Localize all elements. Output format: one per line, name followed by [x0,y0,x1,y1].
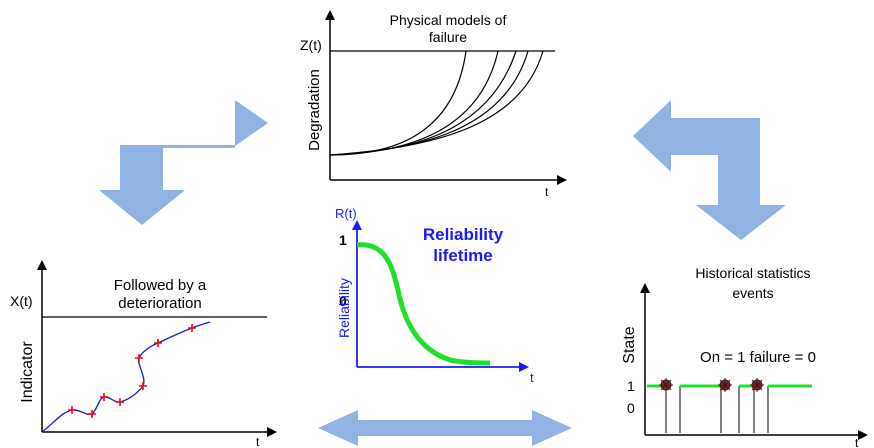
degradation-title-line2: failure [429,29,467,45]
degradation-curve-5 [329,50,544,156]
indicator-marker [135,354,143,362]
indicator-markers [68,324,196,418]
indicator-marker [88,410,96,418]
indicator-x-label: t [256,435,260,448]
failure-marker [718,378,732,392]
indicator-title-line2: deterioration [118,295,201,312]
state-tick-1: 1 [627,378,635,394]
indicator-marker [116,398,124,406]
z-threshold-label: Z(t) [300,37,322,53]
reliability-y-axis-label: R(t) [335,206,357,221]
degradation-curve-1 [329,50,467,156]
reliability-title-line2: lifetime [433,246,493,265]
state-y-label: State [621,326,638,363]
reliability-tick-0: 0 [339,293,347,309]
indicator-panel: Followed by a deterioration X(t) Indicat… [10,260,277,448]
failure-marker [659,378,673,392]
degradation-title-line1: Physical models of [390,12,507,28]
bottom-double-arrow [318,410,572,446]
indicator-marker [188,324,196,332]
degradation-curve-2 [329,50,499,156]
x-threshold-label: X(t) [10,293,33,309]
right-elbow-arrow [633,100,786,240]
degradation-curves [329,50,544,156]
failure-marker [750,378,764,392]
indicator-y-label: Indicator [19,341,36,403]
reliability-curve [356,242,491,366]
indicator-curve [41,321,211,433]
reliability-y-label: Reliability [336,278,352,338]
left-elbow-arrow [99,100,268,225]
degradation-y-label: Degradation [306,69,323,151]
indicator-marker [139,382,147,390]
indicator-title-line1: Followed by a [114,277,207,294]
reliability-title-line1: Reliability [423,225,504,244]
degradation-panel: Physical models of failure Z(t) Degradat… [300,10,567,199]
degradation-curve-4 [329,50,529,156]
reliability-x-label: t [530,370,534,385]
indicator-marker [100,393,108,401]
state-title-line1: Historical statistics [695,265,810,281]
state-drops [665,386,769,433]
degradation-x-label: t [545,185,549,199]
failure-markers [659,378,764,392]
state-tick-0: 0 [627,400,635,416]
state-panel: Historical statistics events State On = … [621,265,868,448]
state-title-line2: events [732,285,773,301]
state-x-label: t [855,436,859,448]
degradation-curve-3 [329,50,517,156]
reliability-tick-1: 1 [339,232,347,248]
state-legend-text: On = 1 failure = 0 [700,349,816,366]
indicator-marker [68,406,76,414]
reliability-panel: R(t) 1 0 Reliability t Reliability lifet… [335,206,534,385]
indicator-marker [154,339,162,347]
